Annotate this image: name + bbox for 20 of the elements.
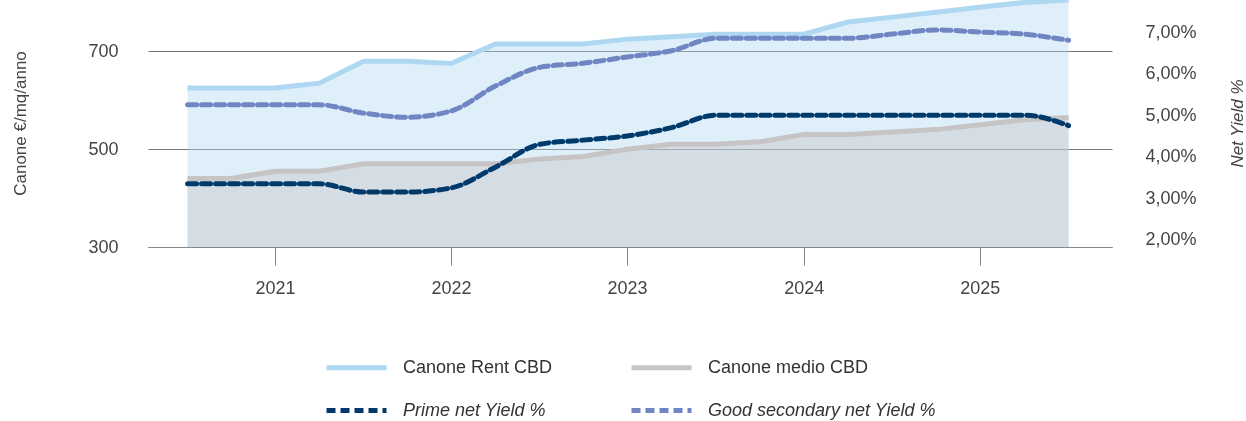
legend-label: Good secondary net Yield % [708,399,936,420]
x-tick-label: 2023 [607,277,648,298]
y2-tick-label: 2,00% [1145,229,1197,250]
y2-tick-label: 5,00% [1145,104,1197,125]
y2-tick-label: 4,00% [1145,146,1197,167]
x-tick-label: 2024 [784,277,825,298]
y-tick-label: 500 [88,138,119,159]
y2-tick-label: 3,00% [1145,187,1197,208]
y2-tick-label: 6,00% [1145,63,1197,84]
legend-label: Prime net Yield % [403,399,546,420]
x-tick-label: 2021 [255,277,296,298]
legend-label: Canone Rent CBD [403,356,553,377]
y-axis-title: Canone €/mq/anno [10,51,30,196]
y2-axis-title: Net Yield % [1227,79,1246,168]
x-tick-label: 2025 [960,277,1001,298]
x-tick-label: 2022 [431,277,472,298]
y-tick-label: 300 [88,236,119,257]
y-tick-label: 700 [88,40,119,61]
y2-tick-label: 7,00% [1145,21,1197,42]
legend-label: Canone medio CBD [708,356,869,377]
